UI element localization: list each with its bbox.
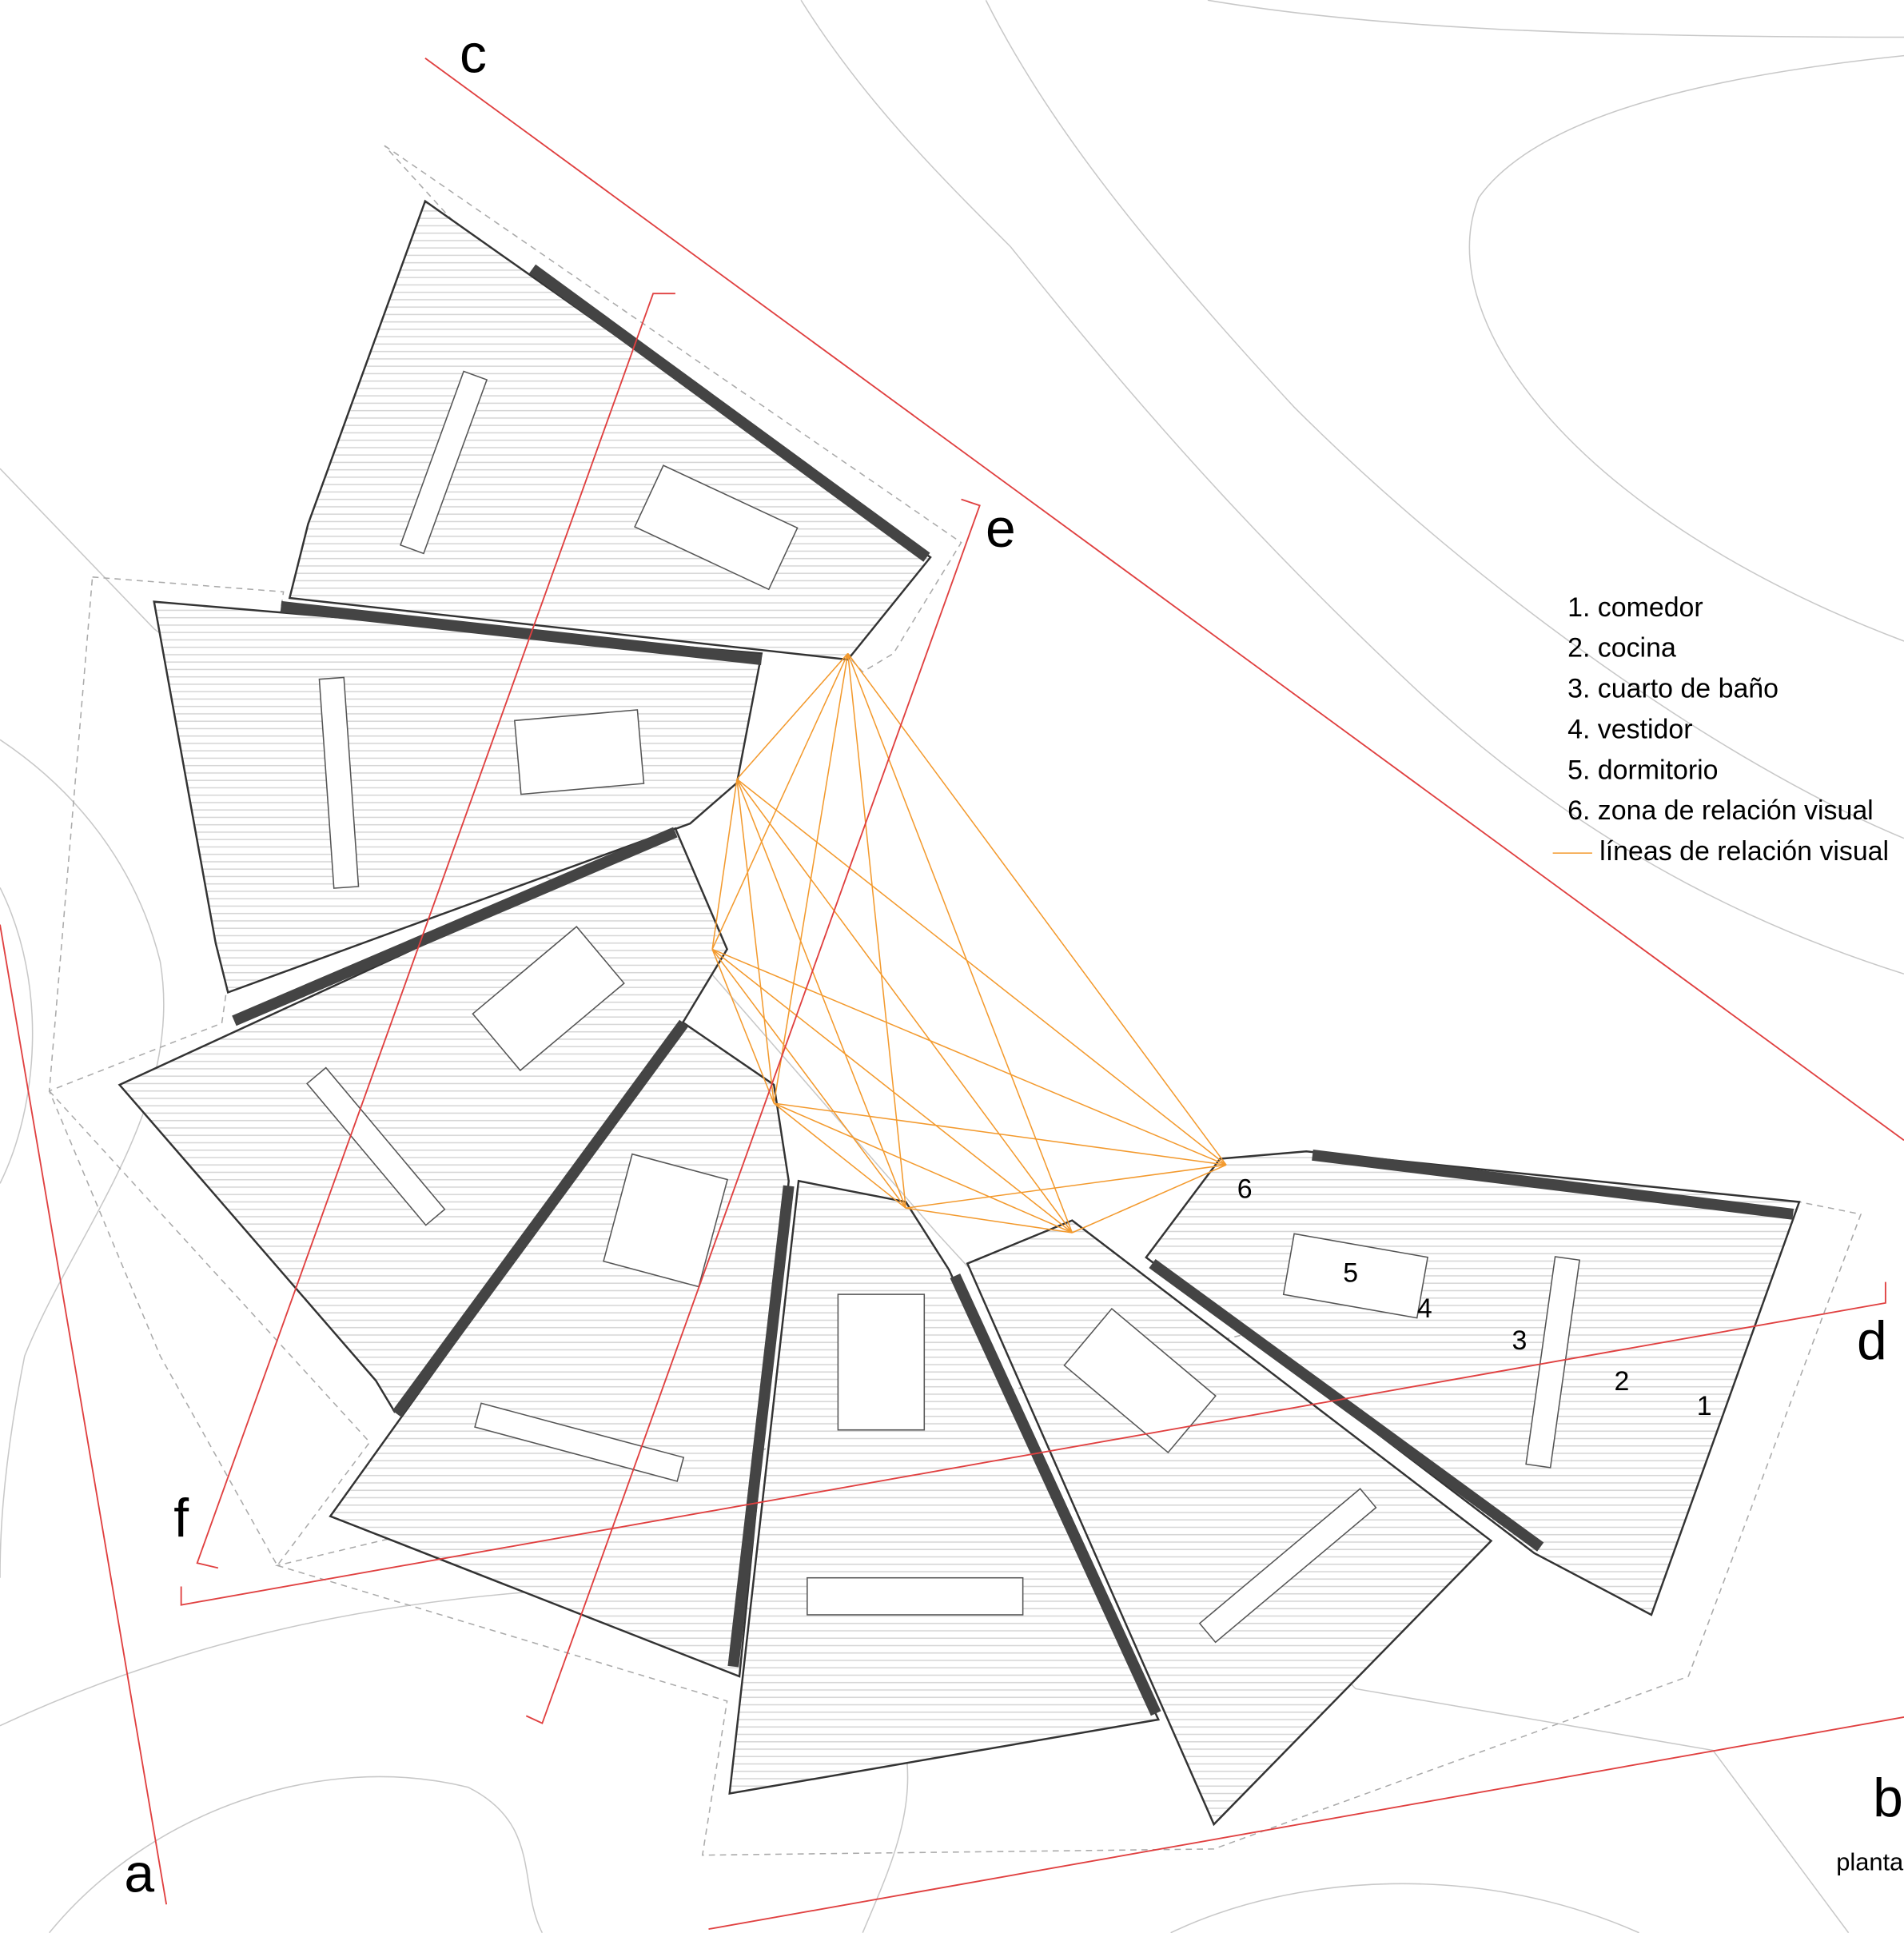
visual-line	[711, 948, 1073, 1234]
visual-line	[847, 652, 1227, 1166]
section-label: e	[986, 499, 1016, 559]
legend-item: 6. zona de relación visual	[1567, 795, 1874, 826]
visual-line	[846, 653, 906, 1209]
legend: 1. comedor 2. cocina 3. cuarto de baño 4. v…	[1567, 592, 1889, 867]
visual-line	[736, 652, 849, 780]
visual-line	[774, 1102, 1227, 1166]
room-number: 3	[1512, 1325, 1528, 1356]
section-label: f	[173, 1489, 189, 1548]
visual-line	[1072, 1164, 1227, 1234]
module	[153, 600, 763, 994]
visual-line	[773, 1102, 1073, 1234]
walls	[232, 264, 1794, 1716]
visual-line	[711, 948, 906, 1209]
visual-line	[711, 948, 1227, 1166]
legend-item: 3. cuarto de baño	[1567, 674, 1779, 704]
legend-item: líneas de relación visual	[1599, 836, 1889, 867]
room-number: 1	[1697, 1391, 1712, 1421]
labels: c e d f b a 1 2 3 4 5 6 planta	[124, 25, 1904, 1904]
section-label: d	[1857, 1311, 1887, 1371]
visual-line	[711, 653, 849, 950]
legend-item: 4. vestidor	[1567, 714, 1692, 744]
room-number: 6	[1237, 1174, 1253, 1205]
visual-line	[711, 949, 775, 1104]
furniture	[306, 370, 1580, 1644]
room-number: 4	[1417, 1293, 1432, 1324]
room-number: 2	[1615, 1366, 1630, 1397]
visual-line	[906, 1207, 1073, 1234]
legend-item: 2. cocina	[1567, 633, 1676, 664]
section-label: a	[124, 1843, 154, 1903]
visual-line	[736, 779, 906, 1209]
caption: planta	[1836, 1848, 1904, 1876]
section-label: b	[1873, 1768, 1903, 1828]
module	[288, 199, 932, 661]
visual-line	[847, 653, 1073, 1234]
visual-line	[736, 779, 1227, 1166]
visual-line	[773, 1102, 906, 1209]
section-lines	[0, 57, 1904, 1931]
section-label: c	[460, 25, 487, 85]
visual-line	[736, 779, 1073, 1234]
room-number: 5	[1343, 1257, 1358, 1288]
legend-item: 1. comedor	[1567, 592, 1703, 623]
visual-line	[736, 779, 775, 1104]
visual-lines	[711, 652, 1227, 1234]
legend-item: 5. dormitorio	[1567, 755, 1718, 785]
visual-line	[906, 1164, 1227, 1209]
visual-line	[711, 779, 738, 950]
